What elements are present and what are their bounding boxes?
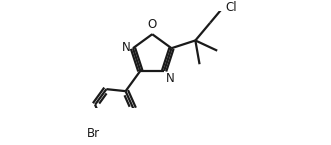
Text: O: O (148, 18, 157, 31)
Text: Br: Br (87, 127, 100, 140)
Text: N: N (166, 72, 175, 85)
Text: Cl: Cl (225, 1, 237, 14)
Text: N: N (122, 41, 131, 54)
